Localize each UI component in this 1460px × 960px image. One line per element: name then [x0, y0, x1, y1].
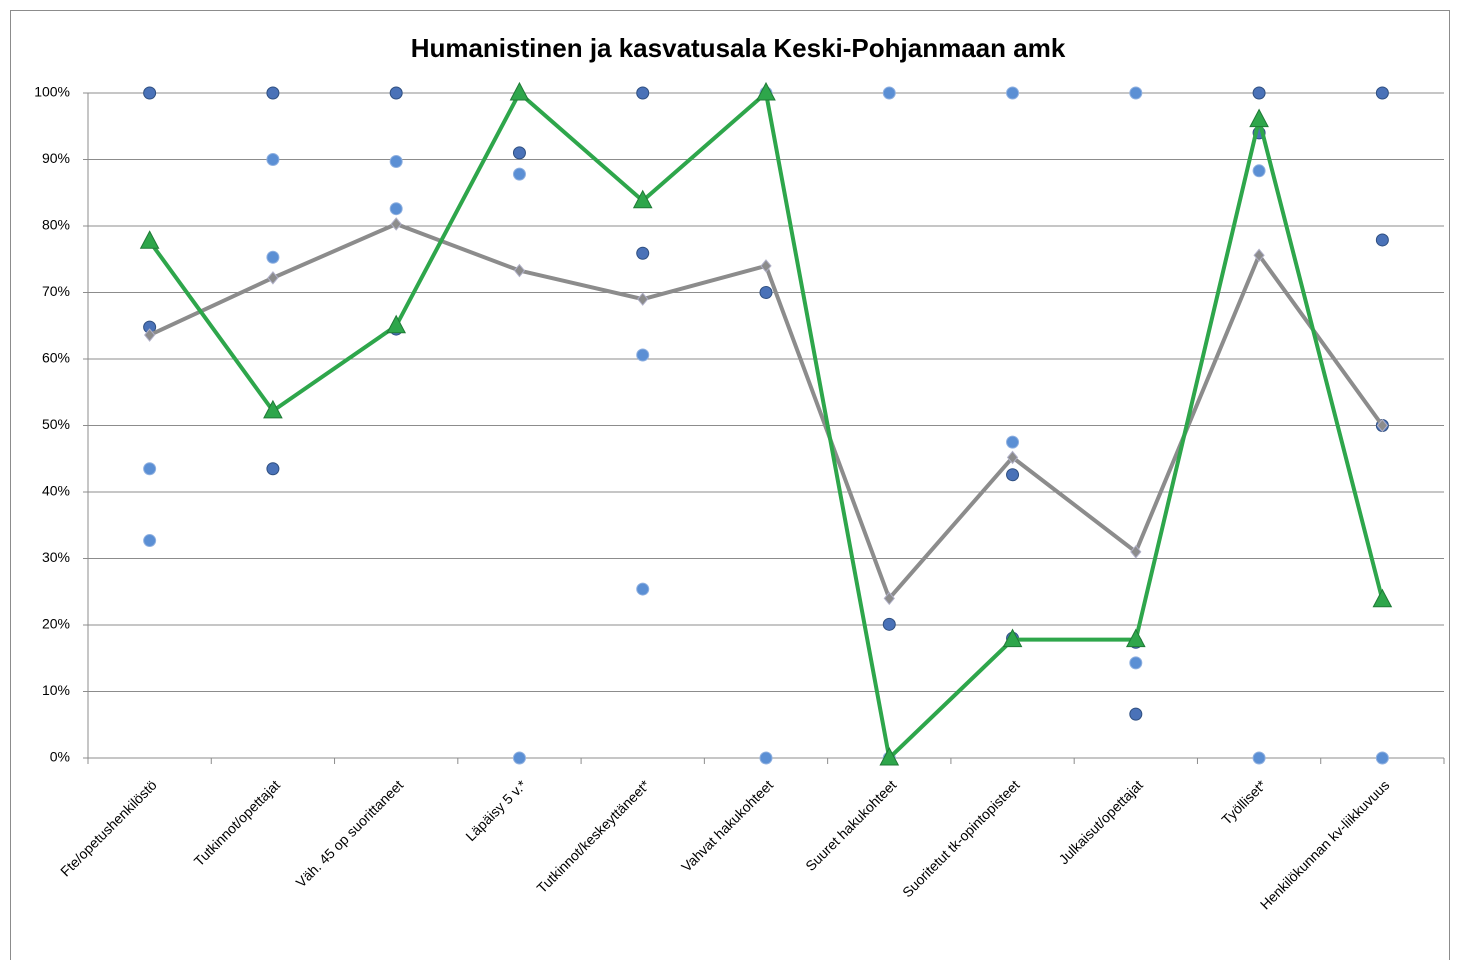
- y-tick-label: 60%: [42, 350, 70, 366]
- dot: [1006, 86, 1020, 100]
- triangle-marker: [1125, 628, 1146, 648]
- dot: [882, 617, 896, 631]
- triangle-marker: [139, 230, 160, 249]
- triangle-marker: [509, 81, 530, 101]
- dot: [1252, 751, 1266, 765]
- diamond-marker: [1253, 248, 1265, 263]
- dot: [759, 751, 773, 765]
- dot: [512, 167, 526, 181]
- diamond-marker: [390, 217, 402, 231]
- y-tick-label: 20%: [42, 616, 70, 632]
- y-tick-label: 40%: [42, 483, 70, 499]
- dot: [143, 462, 157, 476]
- dot: [636, 246, 650, 260]
- dot: [1006, 435, 1020, 449]
- diamond-marker: [883, 591, 895, 606]
- diamond-marker: [1130, 545, 1142, 559]
- y-tick-label: 70%: [42, 283, 70, 299]
- y-tick-label: 0%: [50, 749, 70, 765]
- y-tick-label: 100%: [34, 84, 70, 100]
- triangle-marker: [1249, 108, 1269, 128]
- diamond-marker: [1376, 418, 1389, 433]
- chart-border: [10, 10, 1450, 960]
- dot: [389, 202, 403, 216]
- dot: [389, 154, 403, 168]
- dot: [1129, 86, 1143, 100]
- dot: [512, 146, 526, 160]
- triangle-marker: [879, 746, 900, 766]
- dot: [1129, 656, 1143, 670]
- dot: [1006, 468, 1020, 482]
- dot: [1375, 233, 1389, 247]
- triangle-marker: [386, 314, 407, 334]
- dot: [1375, 86, 1389, 100]
- dot: [1129, 707, 1143, 721]
- dot: [143, 86, 157, 100]
- diamond-marker: [760, 259, 772, 273]
- y-tick-label: 30%: [42, 549, 70, 565]
- dot: [636, 348, 650, 362]
- dot: [512, 751, 526, 765]
- y-tick-label: 50%: [42, 416, 70, 432]
- dot: [759, 286, 773, 299]
- dot: [266, 86, 280, 100]
- dot: [266, 462, 280, 476]
- triangle-marker: [263, 399, 283, 419]
- dot: [882, 86, 896, 100]
- dot: [1252, 86, 1266, 100]
- diamond-marker: [637, 292, 649, 306]
- triangle-marker: [1372, 588, 1393, 608]
- diamond-marker: [267, 271, 279, 285]
- triangle-marker: [756, 81, 776, 101]
- triangle-marker: [632, 189, 653, 209]
- dot: [266, 250, 280, 264]
- dot: [636, 86, 650, 100]
- y-tick-label: 90%: [42, 150, 70, 166]
- y-tick-label: 10%: [42, 682, 70, 698]
- dot: [1252, 164, 1266, 178]
- diamond-marker: [143, 328, 156, 342]
- dot: [389, 86, 403, 100]
- dot: [266, 153, 280, 166]
- dot: [143, 534, 157, 548]
- diamond-marker: [1006, 450, 1019, 465]
- chart-title: Humanistinen ja kasvatusala Keski-Pohjan…: [411, 33, 1066, 63]
- dot: [1375, 751, 1389, 765]
- dot: [636, 582, 650, 596]
- y-tick-label: 80%: [42, 217, 70, 233]
- diamond-marker: [513, 263, 526, 278]
- triangle-marker: [1002, 628, 1023, 648]
